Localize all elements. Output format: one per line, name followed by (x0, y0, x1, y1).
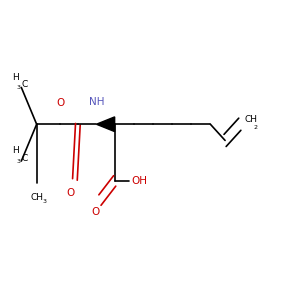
Text: O: O (91, 207, 99, 218)
Text: O: O (56, 98, 64, 108)
Text: 2: 2 (253, 125, 257, 130)
Text: 3: 3 (17, 85, 21, 90)
Text: O: O (67, 188, 75, 198)
Text: NH: NH (89, 97, 104, 106)
Text: CH: CH (30, 194, 43, 202)
Text: CH: CH (244, 115, 257, 124)
Polygon shape (96, 117, 115, 132)
Text: H: H (12, 73, 19, 82)
Text: C: C (21, 80, 27, 89)
Text: OH: OH (132, 176, 148, 186)
Text: 3: 3 (17, 158, 21, 164)
Text: H: H (12, 146, 19, 155)
Text: 3: 3 (42, 199, 46, 204)
Text: C: C (21, 154, 27, 163)
